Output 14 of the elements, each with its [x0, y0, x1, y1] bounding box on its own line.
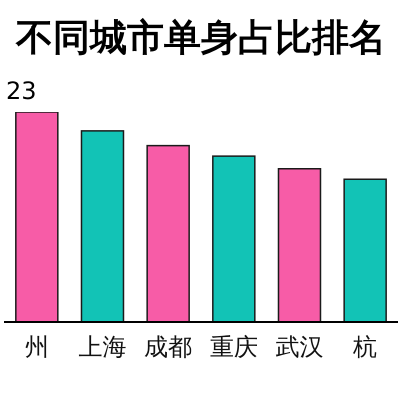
chart-subtitle: 23	[6, 76, 37, 106]
bar	[146, 144, 190, 322]
x-tick-label: 上海	[78, 333, 126, 362]
bar	[15, 112, 59, 322]
x-tick-label: 武汉	[276, 333, 324, 362]
x-tick-label: 重庆	[210, 333, 258, 362]
x-tick-label: 杭	[352, 333, 378, 362]
x-tick-label: 州	[24, 333, 49, 362]
chart-title: 不同城市单身占比排名	[14, 15, 387, 61]
bar	[80, 130, 124, 322]
x-tick-label: 成都	[144, 333, 192, 362]
bar	[212, 155, 256, 322]
bar	[343, 178, 387, 322]
bar	[278, 168, 322, 322]
